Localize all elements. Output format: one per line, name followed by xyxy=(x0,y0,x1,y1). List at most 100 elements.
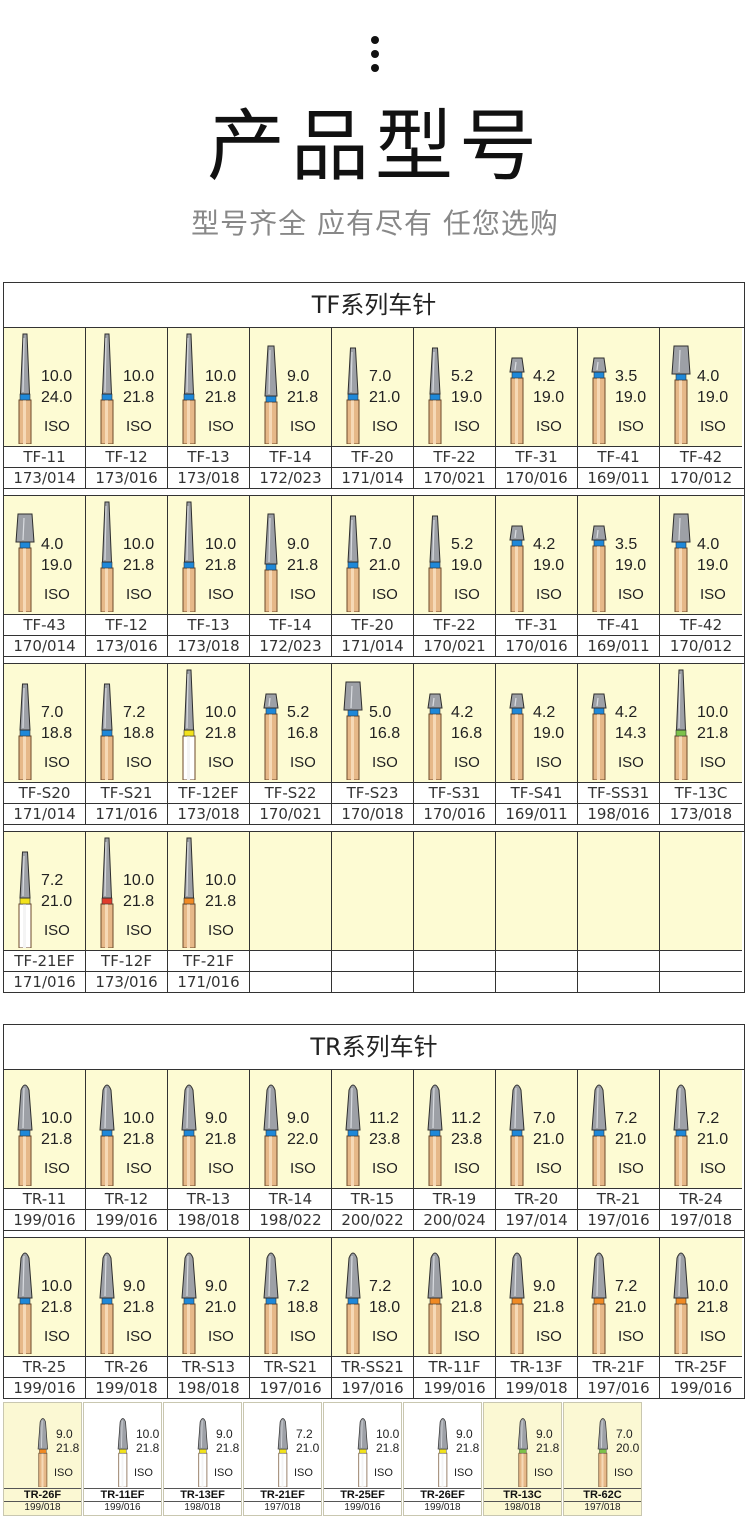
bur-total-length: 21.8 xyxy=(123,557,155,574)
bur-cell: 3.5 19.0 ISO TF-41 169/011 xyxy=(578,328,660,488)
bur-card: 9.0 21.8 ISO TR-13EF 198/018 xyxy=(163,1402,242,1516)
bur-dimensions: 10.0 21.8 xyxy=(41,1108,72,1150)
bur-model-code: TF-20 xyxy=(332,615,413,636)
bur-drill-icon xyxy=(586,332,612,446)
bur-total-length: 21.8 xyxy=(123,1131,155,1148)
iso-label: ISO xyxy=(44,1160,70,1177)
bur-cell: 7.2 21.0 ISO TR-24 197/018 xyxy=(660,1070,742,1230)
bur-dimensions: 9.0 21.8 xyxy=(205,1108,236,1150)
bur-cell: 10.0 21.8 ISO TF-21F 171/016 xyxy=(168,832,250,992)
iso-label: ISO xyxy=(208,418,234,435)
bur-drill-icon xyxy=(176,668,202,782)
bur-iso-code: 173/018 xyxy=(177,805,240,823)
bur-model-code: TR-13EF xyxy=(164,1488,241,1501)
bur-drill-icon xyxy=(94,332,120,446)
bur-total-length: 22.0 xyxy=(287,1131,319,1148)
bur-image-area: 10.0 21.8 ISO xyxy=(660,664,742,783)
bur-cell: 4.2 14.3 ISO TF-SS31 198/016 xyxy=(578,664,660,824)
bur-total-length: 19.0 xyxy=(533,557,565,574)
bur-iso-code xyxy=(660,972,742,992)
bur-iso-code: 198/018 xyxy=(177,1211,240,1229)
bur-iso-code xyxy=(250,972,331,992)
bur-image-area: 9.0 22.0 ISO xyxy=(250,1070,331,1189)
bur-row: 10.0 21.8 ISO TR-11 199/016 10.0 21.8 ISO TR-12 1… xyxy=(4,1070,744,1230)
bur-model-code: TF-12EF xyxy=(168,783,249,804)
bur-total-length: 21.8 xyxy=(456,1441,480,1455)
bur-head-length: 4.2 xyxy=(615,704,638,721)
bur-total-length: 21.8 xyxy=(451,1299,483,1316)
bur-cell: 4.0 19.0 ISO TF-42 170/012 xyxy=(660,328,742,488)
bur-image-area: 4.0 19.0 ISO xyxy=(4,496,85,615)
bur-model-code: TF-42 xyxy=(660,447,742,468)
bur-dimensions: 7.2 18.0 xyxy=(369,1276,400,1318)
iso-label: ISO xyxy=(700,754,726,771)
bur-dimensions: 10.0 21.8 xyxy=(123,1108,154,1150)
bur-head-length: 9.0 xyxy=(536,1427,553,1441)
bur-cell: 7.2 21.0 ISO TR-21 197/016 xyxy=(578,1070,660,1230)
bur-image-area: 10.0 21.8 ISO xyxy=(86,496,167,615)
bur-head-length: 10.0 xyxy=(136,1427,160,1441)
empty-cell xyxy=(332,832,414,992)
bur-head-length: 7.2 xyxy=(287,1278,310,1295)
bur-image-area: 11.2 23.8 ISO xyxy=(332,1070,413,1189)
bur-dimensions: 7.0 20.0 xyxy=(616,1427,639,1455)
iso-label: ISO xyxy=(208,922,234,939)
iso-label: ISO xyxy=(126,1160,152,1177)
bur-head-length: 4.0 xyxy=(697,536,720,553)
bur-model-code: TF-SS31 xyxy=(578,783,659,804)
bur-model-code: TF-21F xyxy=(168,951,249,972)
bur-dimensions: 9.0 21.0 xyxy=(205,1276,236,1318)
bur-dimensions: 9.0 21.8 xyxy=(216,1427,239,1455)
bur-total-length: 21.8 xyxy=(136,1441,160,1455)
bur-dimensions: 7.2 18.8 xyxy=(287,1276,318,1318)
bur-drill-icon xyxy=(34,1411,52,1491)
bur-model-code: TR-25 xyxy=(4,1357,85,1378)
iso-label: ISO xyxy=(290,1160,316,1177)
bur-dimensions: 4.0 19.0 xyxy=(697,366,728,408)
bur-head-length: 11.2 xyxy=(451,1110,481,1127)
bur-drill-icon xyxy=(354,1411,372,1491)
tr-series-title: TR系列车针 xyxy=(4,1025,744,1070)
bur-image-area: 5.2 19.0 ISO xyxy=(414,328,495,447)
tf-series-title: TF系列车针 xyxy=(4,283,744,328)
bur-row: 4.0 19.0 ISO TF-43 170/014 10.0 21.8 ISO TF-12 17… xyxy=(4,496,744,656)
iso-label: ISO xyxy=(372,1328,398,1345)
bur-card: 9.0 21.8 ISO TR-13C 198/018 xyxy=(483,1402,562,1516)
bur-iso-code: 199/016 xyxy=(669,1379,733,1397)
bur-iso-code: 169/011 xyxy=(587,469,650,487)
bur-total-length: 19.0 xyxy=(615,557,647,574)
bur-image-area xyxy=(332,832,413,951)
bur-drill-icon xyxy=(12,332,38,446)
bur-image-area: 9.0 21.8 ISO xyxy=(86,1238,167,1357)
bur-total-length: 18.8 xyxy=(41,725,73,742)
bur-head-length: 7.2 xyxy=(615,1110,638,1127)
bur-image-area: 7.0 21.0 ISO xyxy=(332,496,413,615)
bur-dimensions: 4.2 14.3 xyxy=(615,702,646,744)
iso-label: ISO xyxy=(534,1467,553,1479)
bur-iso-code: 199/018 xyxy=(505,1379,568,1397)
bur-drill-icon xyxy=(340,1242,366,1356)
bur-dimensions: 4.0 19.0 xyxy=(41,534,72,576)
bur-image-area: 5.0 16.8 ISO xyxy=(332,664,413,783)
bur-iso-code: 170/021 xyxy=(259,805,322,823)
bur-model-code: TF-S21 xyxy=(86,783,167,804)
bur-image-area: 9.0 21.8 ISO xyxy=(250,328,331,447)
bur-drill-icon xyxy=(422,332,448,446)
bur-total-length: 18.8 xyxy=(123,725,155,742)
bur-image-area: 4.2 16.8 ISO xyxy=(414,664,495,783)
bur-head-length: 7.0 xyxy=(533,1110,556,1127)
iso-label: ISO xyxy=(126,418,152,435)
bur-iso-code: 199/018 xyxy=(4,1501,81,1514)
iso-label: ISO xyxy=(700,1160,726,1177)
bur-model-code: TR-11EF xyxy=(84,1488,161,1501)
bur-drill-icon xyxy=(668,668,694,782)
bur-image-area: 4.2 14.3 ISO xyxy=(578,664,659,783)
iso-label: ISO xyxy=(536,754,562,771)
bur-model-code: TF-S20 xyxy=(4,783,85,804)
bur-model-code: TF-S31 xyxy=(414,783,495,804)
bur-model-code: TR-26 xyxy=(86,1357,167,1378)
bur-iso-code: 170/012 xyxy=(669,637,733,655)
bur-image-area: 7.2 21.0 ISO xyxy=(4,832,85,951)
bur-dimensions: 4.2 19.0 xyxy=(533,534,564,576)
bur-image-area: 5.2 16.8 ISO xyxy=(250,664,331,783)
